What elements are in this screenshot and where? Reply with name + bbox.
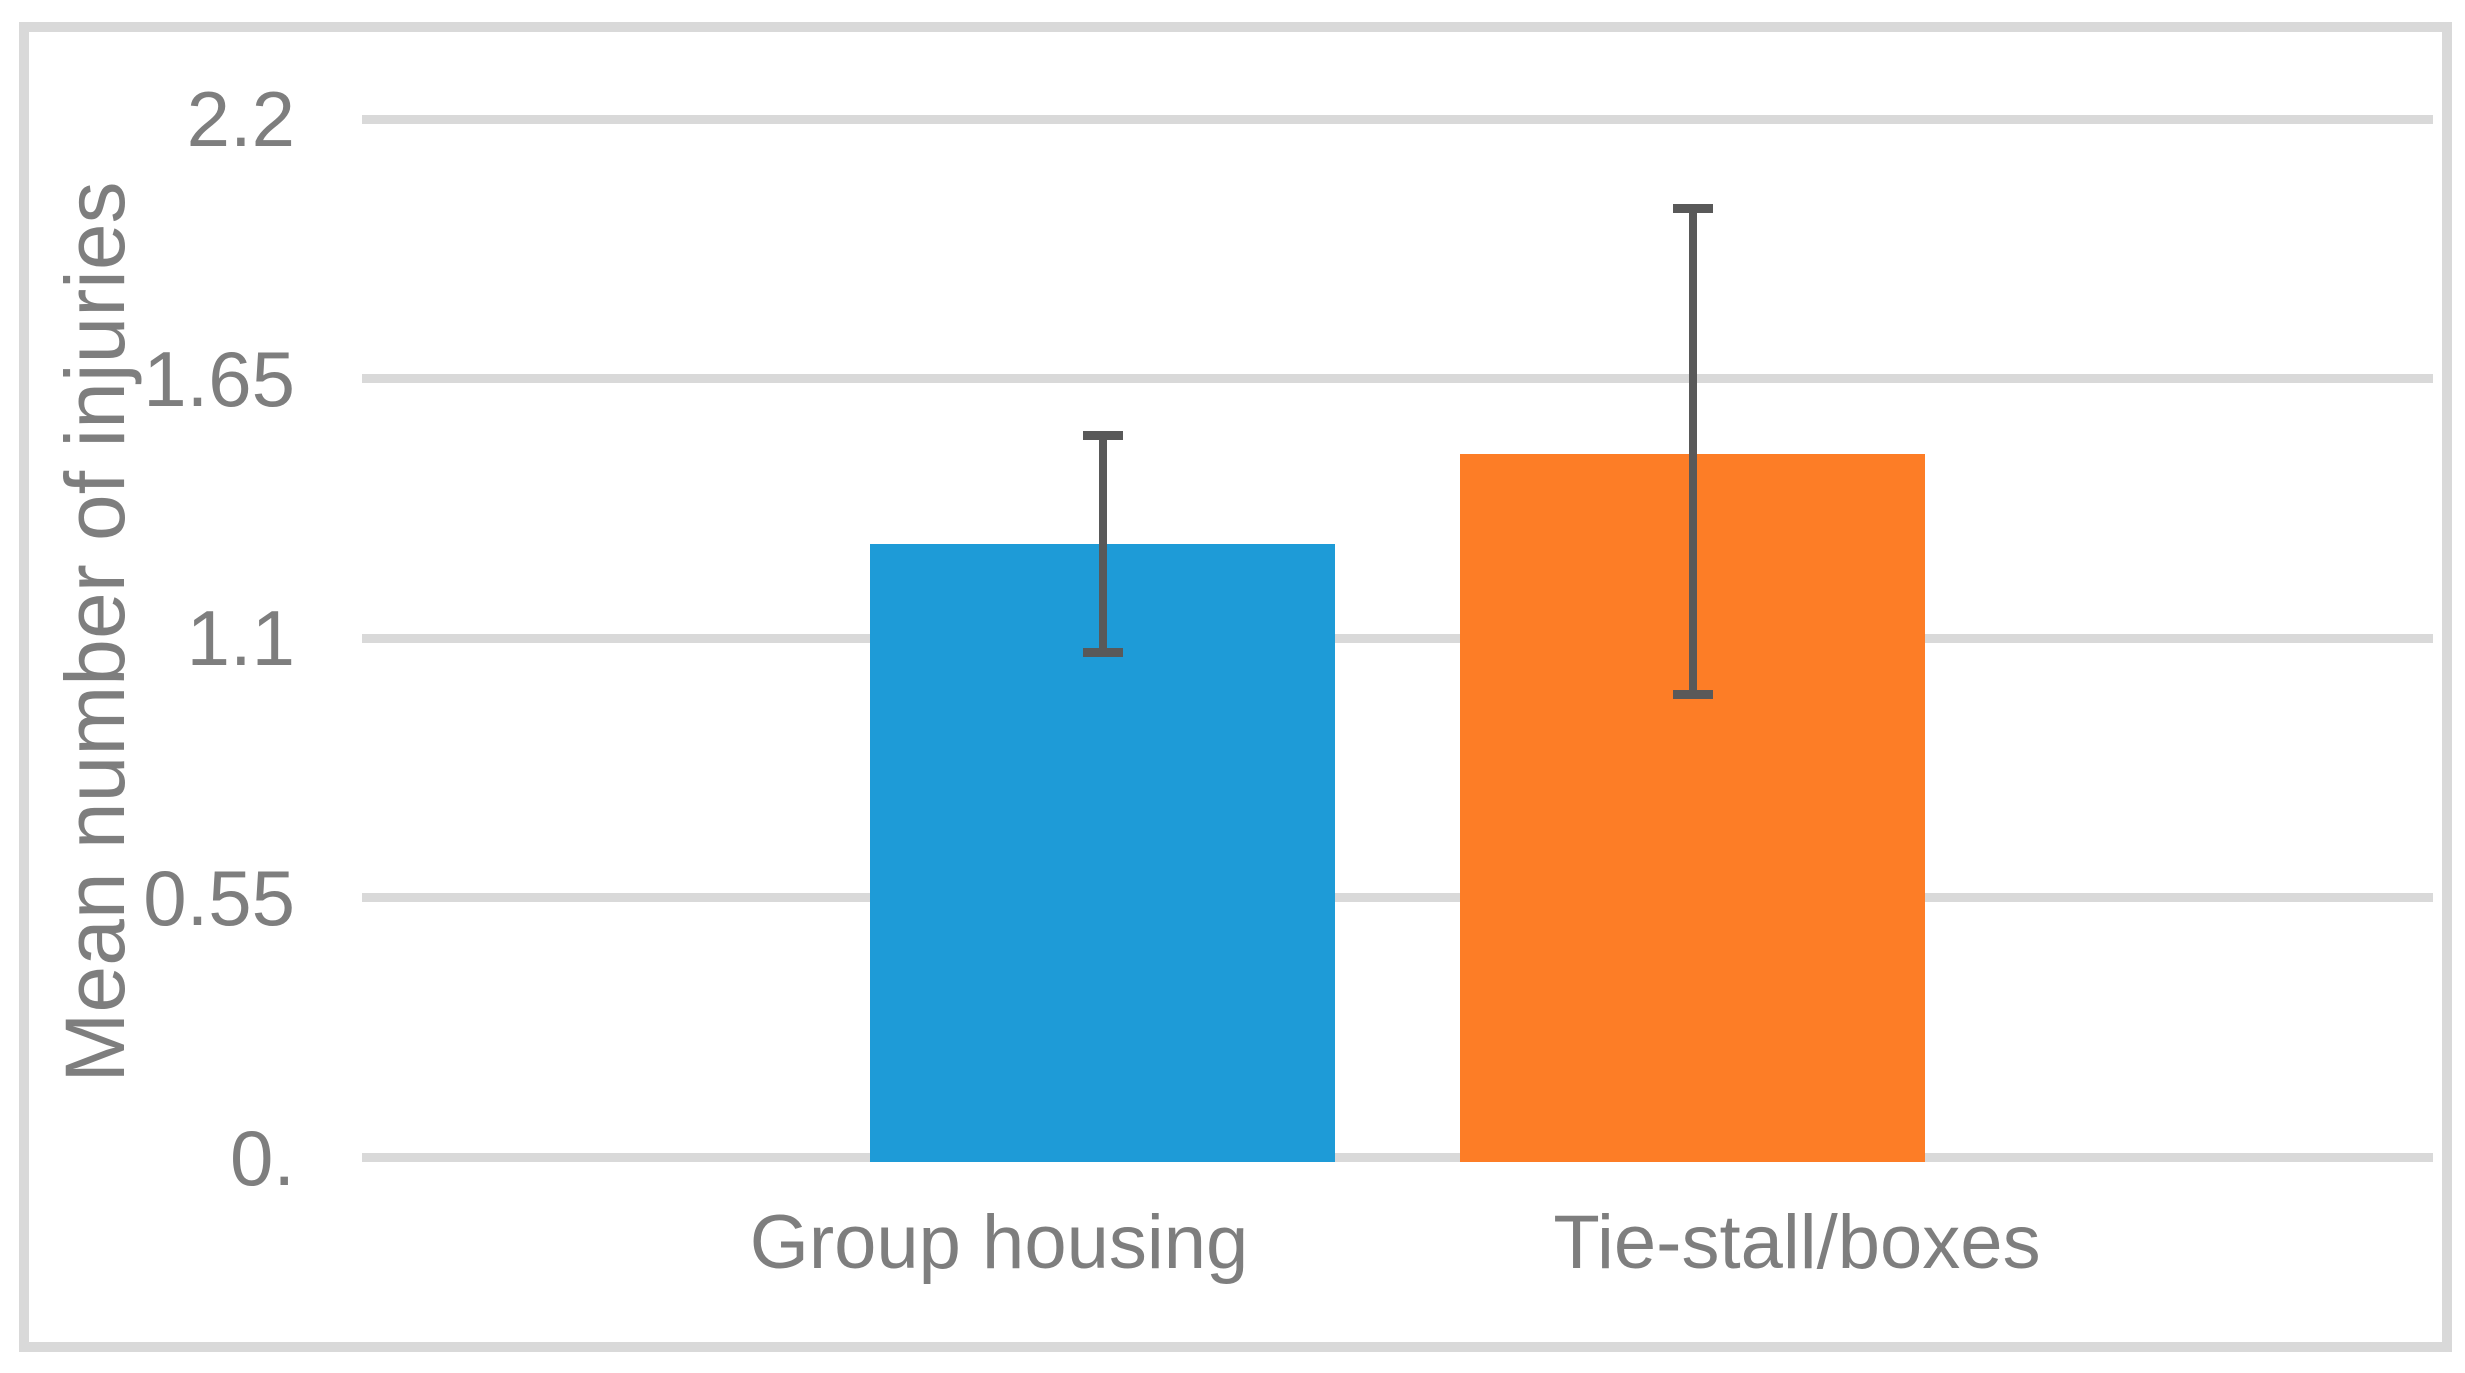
error-bar-top-cap-group-housing [1082, 430, 1123, 440]
error-bar-line-tie-stall-boxes [1688, 208, 1697, 695]
gridline-0 [362, 1153, 2433, 1162]
y-axis-title: Mean number of injuries [48, 181, 142, 1083]
y-tick-label-1-65: 1.65 [143, 334, 295, 423]
y-tick-label-2-2: 2.2 [186, 75, 295, 163]
y-tick-label-0: 0. [229, 1113, 295, 1202]
error-bar-top-cap-tie-stall-boxes [1672, 204, 1713, 214]
gridline-1-1 [362, 633, 2433, 643]
x-category-label-tie-stall-boxes: Tie-stall/boxes [1553, 1200, 2041, 1285]
error-bar-bottom-cap-tie-stall-boxes [1672, 690, 1713, 700]
error-bar-bottom-cap-group-housing [1082, 647, 1123, 657]
y-tick-label-1-1: 1.1 [186, 594, 295, 683]
chart-frame-border [19, 22, 2452, 1352]
gridline-0-55 [362, 893, 2433, 903]
error-bar-line-group-housing [1098, 435, 1107, 653]
x-category-label-group-housing: Group housing [749, 1200, 1249, 1285]
y-tick-label-0-55: 0.55 [143, 853, 295, 942]
gridline-1-65 [362, 374, 2433, 384]
gridline-2-2 [362, 114, 2433, 124]
